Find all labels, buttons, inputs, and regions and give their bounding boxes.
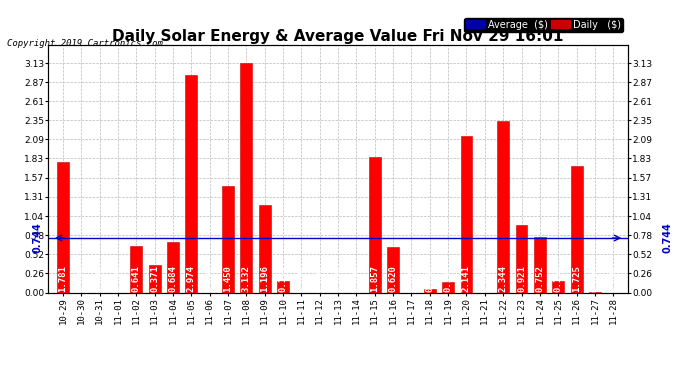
Bar bbox=[167, 242, 179, 292]
Bar bbox=[442, 282, 454, 292]
Text: 0.921: 0.921 bbox=[517, 265, 526, 292]
Bar bbox=[240, 63, 253, 292]
Bar bbox=[515, 225, 527, 292]
Text: 0.000: 0.000 bbox=[113, 265, 123, 292]
Bar bbox=[130, 246, 142, 292]
Text: 0.000: 0.000 bbox=[407, 265, 416, 292]
Title: Daily Solar Energy & Average Value Fri Nov 29 16:01: Daily Solar Energy & Average Value Fri N… bbox=[112, 29, 564, 44]
Text: 1.857: 1.857 bbox=[371, 265, 380, 292]
Text: 0.744: 0.744 bbox=[662, 223, 673, 254]
Text: 0.000: 0.000 bbox=[352, 265, 361, 292]
Text: 0.044: 0.044 bbox=[425, 265, 434, 292]
Text: 0.000: 0.000 bbox=[333, 265, 343, 292]
Text: Copyright 2019 Cartronics.com: Copyright 2019 Cartronics.com bbox=[7, 39, 163, 48]
Legend: Average  ($), Daily   ($): Average ($), Daily ($) bbox=[464, 18, 623, 32]
Bar bbox=[277, 282, 289, 292]
Bar bbox=[57, 162, 69, 292]
Text: 0.752: 0.752 bbox=[535, 265, 544, 292]
Text: 1.450: 1.450 bbox=[224, 265, 233, 292]
Text: 0.371: 0.371 bbox=[150, 265, 159, 292]
Text: 2.974: 2.974 bbox=[187, 265, 196, 292]
Text: 3.132: 3.132 bbox=[242, 265, 251, 292]
Text: 0.000: 0.000 bbox=[609, 265, 618, 292]
Bar bbox=[460, 136, 473, 292]
Text: 2.344: 2.344 bbox=[499, 265, 508, 292]
Text: 1.725: 1.725 bbox=[572, 265, 581, 292]
Text: 0.156: 0.156 bbox=[553, 265, 563, 292]
Text: 0.009: 0.009 bbox=[591, 265, 600, 292]
Bar bbox=[387, 247, 399, 292]
Bar bbox=[186, 75, 197, 292]
Text: 0.000: 0.000 bbox=[297, 265, 306, 292]
Text: 0.744: 0.744 bbox=[32, 223, 42, 254]
Bar bbox=[571, 166, 582, 292]
Text: 1.196: 1.196 bbox=[260, 265, 269, 292]
Text: 0.641: 0.641 bbox=[132, 265, 141, 292]
Text: 1.781: 1.781 bbox=[59, 265, 68, 292]
Text: 0.684: 0.684 bbox=[168, 265, 177, 292]
Text: 2.141: 2.141 bbox=[462, 265, 471, 292]
Text: 0.000: 0.000 bbox=[480, 265, 489, 292]
Bar bbox=[149, 266, 161, 292]
Bar bbox=[424, 289, 436, 292]
Bar bbox=[534, 237, 546, 292]
Text: 0.000: 0.000 bbox=[95, 265, 104, 292]
Text: 0.000: 0.000 bbox=[205, 265, 214, 292]
Bar bbox=[222, 186, 234, 292]
Text: 0.620: 0.620 bbox=[388, 265, 397, 292]
Text: 0.000: 0.000 bbox=[315, 265, 324, 292]
Bar bbox=[497, 121, 509, 292]
Text: 0.151: 0.151 bbox=[279, 265, 288, 292]
Text: 0.000: 0.000 bbox=[77, 265, 86, 292]
Bar bbox=[552, 281, 564, 292]
Text: 0.149: 0.149 bbox=[444, 265, 453, 292]
Bar bbox=[259, 205, 270, 292]
Bar bbox=[369, 156, 381, 292]
